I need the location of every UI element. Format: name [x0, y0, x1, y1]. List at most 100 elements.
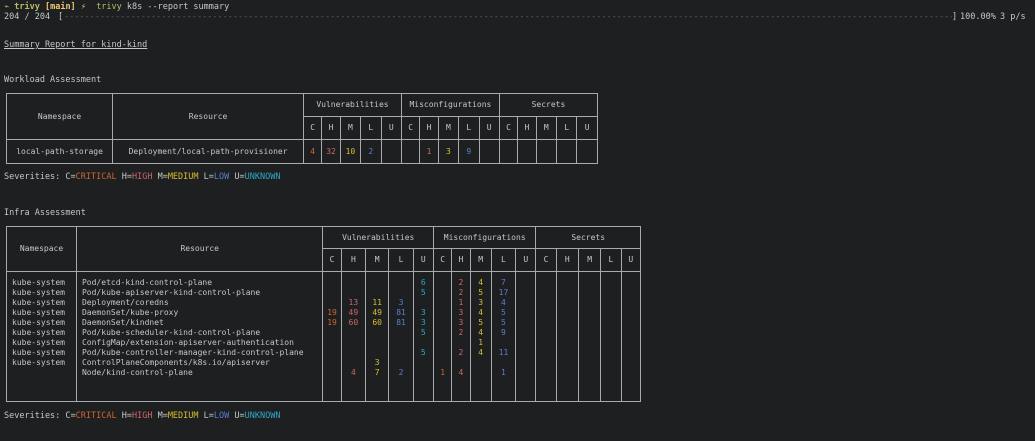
progress-percent: 100.00% — [960, 12, 996, 22]
cwd-glyph: ⌁ — [4, 2, 10, 12]
table-row-cell: Pod/etcd-kind-control-plane — [81, 278, 213, 287]
table-row-cell: 3 — [478, 298, 484, 307]
table-row-cell: 4 — [501, 298, 506, 307]
vuln-low-count: 2 — [360, 139, 382, 164]
table-row-cell — [453, 338, 469, 348]
table-row-cell — [517, 308, 535, 318]
table-row-cell: 19 — [327, 308, 337, 317]
sec-high-count — [517, 139, 537, 164]
table-row-cell — [435, 308, 451, 318]
legend-key: M= — [152, 411, 168, 421]
severity-header-unknown: U — [620, 248, 642, 272]
table-row-cell — [367, 278, 388, 288]
table-row-cell — [517, 298, 535, 308]
vuln-low-column: 3 81 81 2 — [388, 271, 414, 402]
table-row-cell: kube-system — [12, 298, 65, 307]
table-row-cell — [367, 328, 388, 338]
vuln-medium-count: 10 — [339, 139, 362, 164]
table-row-cell: 3 — [398, 298, 404, 307]
table-row-cell — [492, 338, 514, 348]
table-row-cell — [342, 278, 364, 288]
resource-column: Pod/etcd-kind-control-plane Pod/kube-apis… — [75, 271, 324, 402]
table-row-cell: DaemonSet/kindnet — [81, 318, 164, 327]
header-vulnerabilities: Vulnerabilities — [302, 93, 402, 117]
table-row-cell — [435, 298, 451, 308]
table-row-cell: Pod/kube-scheduler-kind-control-plane — [81, 328, 261, 337]
vuln-critical-column: 19 19 — [322, 271, 342, 402]
severity-header-medium: M — [437, 116, 460, 140]
table-row-cell: kube-system — [12, 278, 65, 287]
table-row-cell — [390, 338, 412, 348]
table-row-cell: 1 — [458, 298, 464, 307]
table-row-cell: 4 — [478, 308, 484, 317]
legend-severity-high: HIGH — [131, 172, 153, 182]
cwd-label: trivy — [14, 2, 40, 12]
vuln-unknown-count — [380, 139, 402, 164]
table-row-cell — [517, 368, 535, 378]
table-row-cell — [414, 298, 432, 308]
table-row-cell — [435, 328, 451, 338]
legend-key: H= — [116, 172, 132, 182]
report-title: Summary Report for kind-kind — [4, 40, 148, 50]
table-row-cell: 49 — [348, 308, 359, 317]
misc-critical-column: 1 — [432, 271, 453, 402]
severity-header-high: H — [340, 248, 367, 272]
misc-low-column: 7 17 4 5 5 9 11 1 — [490, 271, 517, 402]
table-row-cell: 11 — [498, 348, 509, 357]
command-args: k8s --report summary — [126, 2, 230, 12]
vuln-high-count: 32 — [321, 139, 341, 164]
table-row-cell — [324, 338, 340, 348]
legend-key: L= — [198, 172, 214, 182]
severity-legend: Severities: C=CRITICAL H=HIGH M=MEDIUM L… — [4, 172, 280, 182]
legend-key: U= — [229, 411, 245, 421]
severity-header-low: L — [458, 116, 480, 140]
table-row-cell — [435, 358, 451, 368]
legend-severity-critical: CRITICAL — [75, 172, 117, 182]
misc-critical-count — [400, 139, 421, 164]
table-row-cell — [471, 358, 490, 368]
severity-header-critical: C — [322, 248, 342, 272]
sec-high-column — [555, 271, 580, 402]
table-row-cell: 60 — [348, 318, 359, 327]
legend-key: U= — [229, 172, 245, 182]
table-row-cell: 2 — [458, 288, 464, 297]
legend-key: M= — [152, 172, 168, 182]
severity-header-low: L — [556, 116, 578, 140]
misc-unknown-count — [478, 139, 500, 164]
table-row-cell — [517, 328, 535, 338]
table-row-cell: 1 — [501, 368, 506, 377]
table-row-cell: 2 — [458, 348, 464, 357]
misc-unknown-column — [515, 271, 537, 402]
table-row-cell: 3 — [458, 308, 464, 317]
table-row-cell: 4 — [350, 368, 356, 377]
sec-unknown-column — [620, 271, 642, 402]
sec-medium-column — [577, 271, 602, 402]
table-row-cell: ConfigMap/extension-apiserver-authentica… — [81, 338, 294, 347]
infra-table: Namespace Resource Vulnerabilities Misco… — [6, 226, 642, 402]
table-row-cell: 11 — [372, 298, 382, 307]
table-row-cell: 2 — [458, 328, 464, 337]
table-row-cell: Deployment/coredns — [81, 298, 169, 307]
table-row-cell — [12, 368, 75, 378]
table-row-cell — [517, 348, 535, 358]
table-row: local-path-storage Deployment/local-path… — [5, 139, 598, 164]
severity-header-high: H — [419, 116, 439, 140]
severity-header-medium: M — [365, 248, 390, 272]
progress-count: 204 / 204 — [4, 12, 51, 22]
severity-header-low: L — [490, 248, 517, 272]
namespace-cell: local-path-storage — [5, 139, 114, 164]
table-row-cell: 49 — [372, 308, 382, 317]
table-row-cell — [324, 298, 340, 308]
severity-header-medium: M — [535, 116, 558, 140]
misc-low-count: 9 — [458, 139, 480, 164]
legend-severity-low: LOW — [213, 172, 230, 182]
table-row-cell — [517, 358, 535, 368]
bolt-icon: ⚡ — [80, 2, 86, 12]
table-row-cell: 5 — [420, 328, 426, 337]
misc-high-count: 1 — [419, 139, 439, 164]
table-row-cell — [324, 288, 340, 298]
misc-medium-count: 3 — [437, 139, 460, 164]
